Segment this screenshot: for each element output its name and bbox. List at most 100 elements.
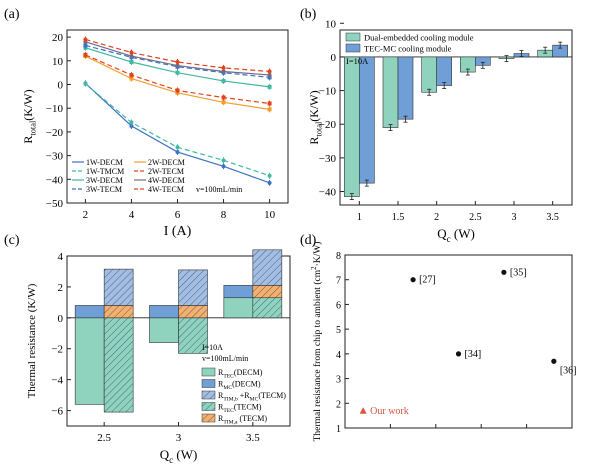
reference-point-[35] — [501, 269, 507, 275]
y-tick-label: −10 — [319, 86, 337, 98]
legend-label: RTIM,a (TECM) — [218, 414, 267, 425]
x-tick-label: 2.5 — [469, 212, 482, 223]
bar-rtima-tecm-2.5-hatch — [104, 305, 134, 318]
series-line-4W-TECM — [85, 38, 270, 73]
data-point — [129, 120, 134, 125]
data-point — [175, 70, 180, 75]
y-tick-label: 5 — [336, 325, 341, 336]
legend-label: TEC-MC cooling module — [364, 44, 452, 54]
reference-label: [36] — [560, 365, 577, 376]
legend-swatch — [345, 43, 361, 53]
x-axis-label: I (A) — [164, 224, 192, 239]
bar-dual-2 — [421, 56, 437, 93]
y-tick-label: −10 — [46, 103, 64, 115]
reference-point-[34] — [455, 351, 462, 357]
y-tick-label: 7 — [336, 276, 341, 287]
data-point — [221, 69, 226, 74]
data-point — [129, 76, 134, 81]
plot-frame — [339, 29, 573, 206]
y-tick-label: 8 — [336, 251, 341, 262]
legend-label: Dual-embedded cooling module — [364, 33, 474, 43]
bar-dual-1 — [344, 56, 360, 197]
panel-c-label: (c) — [4, 233, 20, 248]
legend-label: RTEC(TECM) — [218, 403, 262, 414]
y-axis-label: Thermal resistance (K/W) — [26, 283, 38, 398]
y-tick-label: 10 — [325, 18, 337, 30]
x-tick-label: 2 — [434, 212, 439, 223]
y-axis-label: Rtotal(K/W) — [307, 90, 324, 144]
bar-rmc-decm-3 — [149, 305, 179, 319]
legend-swatch-hatch — [202, 402, 215, 411]
data-point — [267, 69, 272, 74]
bar-rtimb-mc-tecm-2.5-hatch — [104, 269, 134, 306]
bar-rmc-decm-3.5 — [223, 285, 254, 299]
x-tick-label: 2.5 — [97, 432, 111, 444]
legend-swatch — [345, 32, 361, 42]
bar-rtec-decm-3.5 — [223, 297, 254, 319]
data-point — [221, 100, 226, 105]
data-point — [129, 50, 134, 55]
y-tick-label: −50 — [46, 198, 64, 210]
data-point — [221, 65, 226, 70]
y-tick-label: 4 — [58, 251, 64, 263]
y-tick-label: 6 — [336, 300, 341, 311]
x-axis-label: Qc (W) — [160, 447, 198, 465]
y-tick-label: −2 — [51, 344, 63, 356]
y-tick-label: −20 — [46, 127, 64, 139]
data-point — [267, 173, 272, 178]
bar-rmc-decm-2.5 — [74, 305, 105, 319]
legend-label: 3W-DECM — [86, 176, 123, 185]
legend-label: 1W-DECM — [86, 158, 123, 167]
y-tick-label: 10 — [52, 56, 64, 68]
data-point — [129, 59, 134, 64]
y-tick-label: −30 — [319, 153, 337, 165]
x-tick-label: 4 — [129, 209, 135, 221]
legend-label: RMC(DECM) — [218, 380, 261, 391]
legend-swatch — [201, 379, 216, 388]
y-tick-label: 2 — [58, 282, 64, 294]
data-point — [221, 78, 226, 83]
data-point — [83, 52, 88, 57]
y-tick-label: 0 — [58, 80, 64, 92]
bar-rtimb-mc-tecm-3-hatch — [178, 269, 208, 306]
y-tick-label: −20 — [319, 119, 337, 131]
bar-dual-1.5 — [382, 56, 399, 128]
legend-label: RTIM,b +RMC(TECM) — [218, 391, 286, 402]
y-tick-label: −6 — [51, 406, 63, 418]
legend-swatch-hatch — [202, 414, 215, 422]
data-point — [221, 158, 226, 163]
panel-a-line-chart: 20 10 0 −10 −20 −30 −40 −50 2 4 6 8 10 I (A) Rtotal(K/… — [21, 29, 289, 239]
data-point — [83, 81, 88, 86]
annotation-current: I=10A — [202, 343, 223, 352]
y-axis-label: Thermal resistance from chip to ambient … — [310, 242, 323, 442]
data-point — [129, 73, 134, 78]
y-tick-label: −40 — [46, 174, 64, 186]
bar-rtimb-mc-tecm-3.5-hatch — [252, 249, 282, 286]
data-point — [129, 54, 134, 59]
data-point — [221, 164, 226, 169]
data-point — [175, 88, 180, 93]
panel-c-stacked-bar-chart: 4 2 0 −2 −4 −6 2.5 3 3.5 Qc (W) Thermal resistance… — [26, 249, 291, 465]
x-tick-label: 1 — [357, 212, 362, 223]
bar-rtec-tecm-2.5-hatch — [104, 317, 134, 413]
legend-swatch — [201, 367, 216, 377]
legend-label: 3W-TECM — [86, 185, 122, 194]
x-axis-label: Qc (W) — [437, 226, 475, 244]
panel-d-scatter-chart: 8 7 6 5 4 3 2 1 Thermal resistance from chip to … — [310, 242, 577, 442]
y-tick-label: 4 — [336, 350, 341, 361]
bar-rtima-tecm-3.5-hatch — [252, 285, 282, 298]
x-tick-label: 1.5 — [392, 212, 405, 223]
x-tick-label: 10 — [264, 209, 276, 221]
our-work-marker — [359, 407, 367, 414]
panel-a-label: (a) — [4, 7, 20, 22]
y-tick-label: −40 — [319, 187, 337, 199]
series-line-3W-TECM — [85, 44, 270, 78]
x-tick-label: 3 — [512, 212, 517, 223]
y-tick-label: −4 — [51, 375, 63, 387]
bar-rtec-tecm-3-hatch — [178, 317, 208, 354]
our-work-label: Our work — [370, 406, 409, 417]
reference-label: [35] — [510, 267, 527, 278]
legend-label: 2W-TECM — [148, 167, 184, 176]
annotation-flow: v=100mL/min — [202, 354, 248, 363]
bar-rtec-decm-3 — [149, 317, 179, 343]
